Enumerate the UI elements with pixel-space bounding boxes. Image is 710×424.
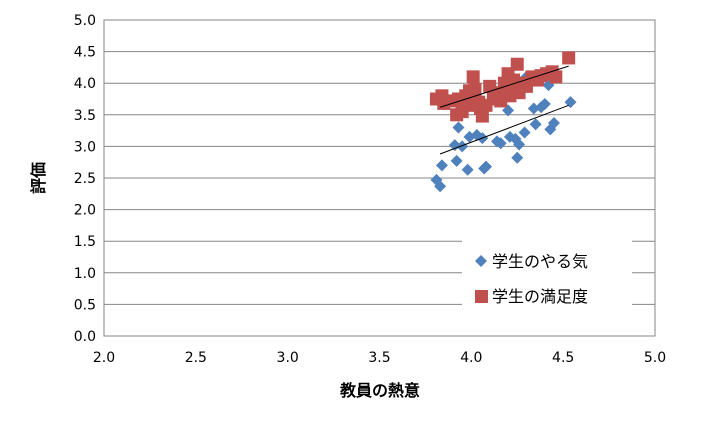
scatter-point-series-1 [456,140,469,153]
y-tick-label: 1.5 [74,234,96,250]
trendlines [439,65,569,155]
scatter-point-series-2 [510,57,524,71]
legend-background [462,238,632,313]
x-tick-label: 2.0 [93,350,115,366]
scatter-point-series-1 [450,154,463,167]
trendline-series-2 [439,65,569,108]
scatter-point-series-1 [480,160,493,173]
x-axis-ticks: 2.0 2.5 3.0 3.5 4.0 4.5 5.0 [93,350,666,366]
x-tick-label: 3.0 [277,350,299,366]
x-tick-label: 2.5 [185,350,207,366]
legend-marker-diamond-icon [475,255,487,267]
y-tick-label: 2.0 [74,203,96,219]
y-tick-label: 5.0 [74,13,96,29]
scatter-point-series-2 [466,70,480,84]
plot-area-border [103,19,656,337]
scatter-point-series-1 [435,159,448,172]
x-axis-title: 教員の熱意 [340,381,420,400]
legend-label-series-1: 学生のやる気 [492,252,588,271]
legend: 学生のやる気 学生の満足度 [462,238,632,313]
scatter-point-series-1 [538,98,551,111]
x-tick-label: 3.5 [368,350,390,366]
y-tick-label: 3.5 [74,108,96,124]
y-tick-label: 0.5 [74,297,96,313]
legend-marker-square-icon [475,290,488,303]
x-tick-label: 4.0 [460,350,482,366]
x-tick-label: 4.5 [552,350,574,366]
scatter-point-series-1 [511,151,524,164]
scatter-point-series-1 [434,180,447,193]
y-tick-label: 2.5 [74,171,96,187]
scatter-point-series-1 [529,118,542,131]
scatter-point-series-2 [562,51,576,65]
x-tick-label: 5.0 [644,350,666,366]
y-axis-title: 評価 [29,162,48,194]
scatter-point-series-1 [564,96,577,109]
y-tick-label: 1.0 [74,266,96,282]
scatter-point-series-1 [448,139,461,152]
scatter-point-series-2 [549,70,563,84]
trendline-series-1 [439,104,569,155]
y-tick-label: 4.5 [74,45,96,61]
y-tick-label: 4.0 [74,76,96,92]
scatter-point-series-1 [452,121,465,134]
scatter-point-series-1 [513,138,526,151]
scatter-point-series-1 [461,163,474,176]
legend-label-series-2: 学生の満足度 [492,287,588,306]
y-axis-ticks: 0.0 0.5 1.0 1.5 2.0 2.5 3.0 3.5 4.0 4.5 5.0 [74,13,96,345]
scatter-point-series-1 [547,117,560,130]
scatter-point-series-2 [468,83,482,97]
scatter-point-series-1 [494,137,507,150]
scatter-point-series-1 [527,102,540,115]
scatter-point-series-2 [475,109,489,123]
y-tick-label: 0.0 [74,329,96,345]
scatter-point-series-1 [518,126,531,139]
data-points [429,51,577,193]
y-tick-label: 3.0 [74,139,96,155]
